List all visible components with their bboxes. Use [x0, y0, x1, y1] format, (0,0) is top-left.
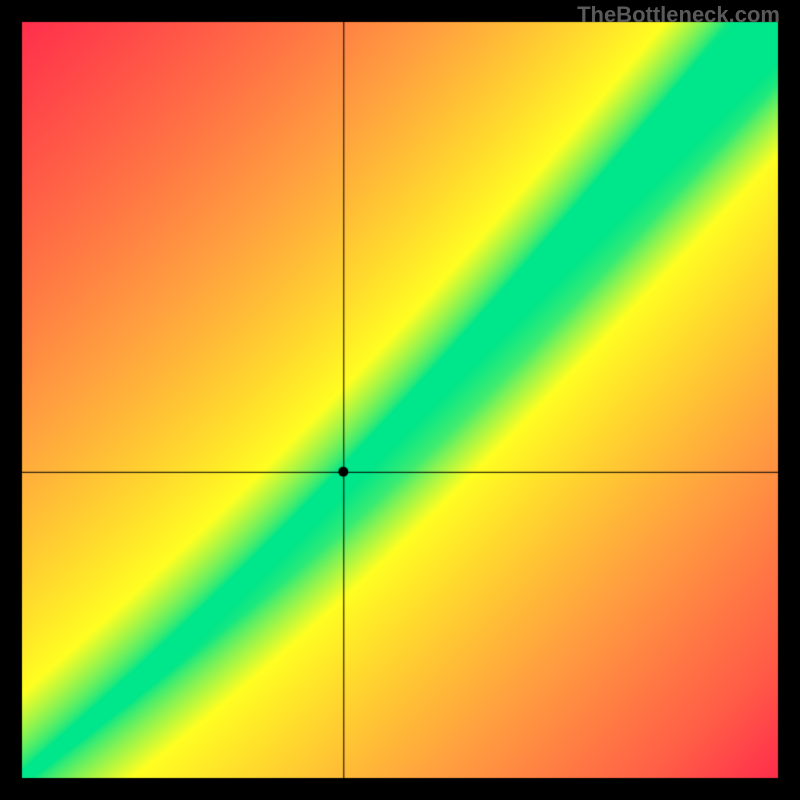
bottleneck-heatmap: [0, 0, 800, 800]
chart-container: TheBottleneck.com: [0, 0, 800, 800]
watermark-text: TheBottleneck.com: [577, 2, 780, 28]
